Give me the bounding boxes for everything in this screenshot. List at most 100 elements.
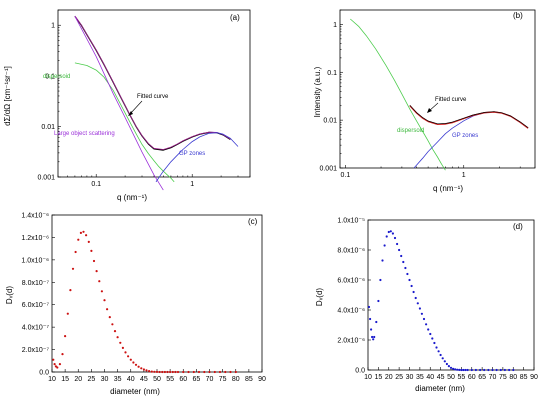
panel-d-data-point bbox=[474, 368, 477, 372]
panel-d-xlabel: diameter (nm) bbox=[415, 384, 465, 393]
panel-b-frame bbox=[339, 9, 536, 169]
panel-d-xtick-label: 35 bbox=[416, 374, 424, 381]
panel-d-data-point bbox=[425, 323, 428, 326]
panel-d-axes: 10 15 20 25 30 35 40 45 50 55 60 65 70 75 80 85 90 0.0 2.0… bbox=[337, 218, 538, 382]
panel-d-ytick-label: 2.0x10⁻⁶ bbox=[337, 338, 365, 345]
panel-a-ytick-label: 0.1 bbox=[45, 73, 55, 80]
panel-d-data-point bbox=[508, 368, 511, 372]
panel-c-data-point bbox=[140, 367, 143, 370]
panel-a-ytick-label: 0.01 bbox=[41, 124, 55, 131]
panel-d-ytick-label: 4.0x10⁻⁶ bbox=[337, 308, 365, 315]
panel-d-xtick-label: 65 bbox=[478, 374, 486, 381]
panel-c-xtick-label: 75 bbox=[219, 376, 227, 383]
panel-c-xtick-label: 10 bbox=[48, 376, 56, 383]
panel-c-data-point bbox=[142, 368, 145, 371]
panel-d-data-point bbox=[410, 284, 413, 288]
panel-d-data-point bbox=[429, 332, 432, 336]
panel-c-data-point bbox=[174, 370, 177, 374]
panel-c-data-point bbox=[155, 370, 159, 373]
panel-d-data-point bbox=[456, 368, 459, 371]
panel-d-data-point bbox=[479, 368, 482, 372]
panel-a-ytick-label: 1 bbox=[51, 23, 55, 30]
panel-b-annotation-gp: GP zones bbox=[452, 133, 478, 139]
panel-d-tag: (d) bbox=[513, 222, 523, 231]
panel-c-data-point bbox=[64, 335, 67, 338]
panel-a-axes: 0.1 1 0.001 0.01 0.1 1 bbox=[37, 9, 251, 188]
panel-d-data-point bbox=[387, 230, 390, 234]
panel-b-series-measured bbox=[409, 105, 529, 129]
panel-d-ytick-label: 1.0x10⁻⁵ bbox=[337, 218, 365, 225]
panel-d-xtick-label: 50 bbox=[447, 374, 455, 381]
panel-c-ytick-label: 1.2x10⁻⁶ bbox=[21, 235, 49, 242]
panel-c-data-point bbox=[161, 370, 164, 374]
panel-c-xtick-label: 85 bbox=[245, 376, 253, 383]
panel-b-marks bbox=[350, 18, 529, 171]
panel-d-data-point bbox=[422, 317, 426, 321]
panel-a-ylabel: dΣ/dΩ [cm⁻¹sr⁻¹] bbox=[3, 66, 12, 126]
panel-d-data-point bbox=[371, 335, 374, 339]
panel-c-data-point bbox=[182, 370, 185, 374]
panel-c-xlabel: diameter (nm) bbox=[110, 387, 160, 396]
panel-d-data-point bbox=[487, 368, 490, 372]
panel-d-data-point bbox=[466, 368, 469, 372]
panel-c-xtick-label: 30 bbox=[101, 376, 109, 383]
panel-c-ytick-label: 1.0x10⁻⁶ bbox=[21, 257, 49, 264]
panel-d-ytick-label: 6.0x10⁻⁶ bbox=[337, 278, 365, 285]
panel-c-data-point bbox=[187, 370, 190, 374]
panel-d-data-point bbox=[375, 320, 378, 324]
panel-a-series-gp bbox=[155, 132, 239, 183]
panel-d-data-point bbox=[483, 368, 486, 372]
panel-d-data-point bbox=[408, 278, 411, 282]
panel-d-data-point bbox=[433, 341, 436, 345]
panel-d-xtick-label: 80 bbox=[509, 374, 517, 381]
panel-d-data-point bbox=[458, 368, 461, 371]
panel-d-data-point bbox=[435, 346, 438, 349]
panel-a-series-fitted bbox=[74, 15, 231, 150]
panel-d-data-point bbox=[499, 368, 502, 372]
panel-d-xtick-label: 15 bbox=[374, 374, 382, 381]
panel-c-data-point bbox=[169, 370, 172, 374]
panel-c-data-point bbox=[158, 370, 161, 374]
panel-d-data-point bbox=[491, 368, 494, 372]
panel-c-data-point bbox=[92, 259, 96, 263]
panel-c-xtick-label: 20 bbox=[74, 376, 82, 383]
panel-c: 10 15 20 25 30 35 40 45 50 55 60 65 70 75 80 85 90 0.0 2.0… bbox=[5, 213, 266, 397]
panel-c-data-point bbox=[56, 366, 59, 369]
panel-d-xtick-label: 75 bbox=[499, 374, 507, 381]
panel-c-data-point bbox=[171, 370, 174, 374]
panel-d-data-point bbox=[377, 299, 380, 303]
panel-d-data-point bbox=[402, 260, 405, 264]
panel-c-ytick-label: 8.0x10⁻⁷ bbox=[22, 280, 50, 287]
panel-a-xtick-label: 1 bbox=[190, 181, 194, 188]
panel-a: 0.1 1 0.001 0.01 0.1 1 (a) q (nm⁻¹) dΣ/dΩ [cm… bbox=[3, 9, 251, 202]
panel-c-data-point bbox=[176, 370, 180, 374]
panel-c-data-point bbox=[121, 346, 124, 349]
panel-c-data-point bbox=[150, 370, 153, 373]
panel-d-data-point bbox=[383, 244, 386, 247]
panel-d-marks bbox=[367, 230, 515, 372]
panel-c-xtick-label: 80 bbox=[232, 376, 240, 383]
panel-d-data-point bbox=[393, 236, 397, 240]
panel-b-ylabel: Intensity (a.u.) bbox=[313, 66, 322, 117]
panel-c-data-point bbox=[61, 353, 64, 356]
panel-c-data-point bbox=[213, 370, 216, 374]
panel-b-series-fitted bbox=[409, 104, 529, 128]
panel-c-data-point bbox=[111, 323, 114, 326]
panel-a-annotation-dispersoid: dispersoid bbox=[43, 74, 70, 80]
panel-d-data-point bbox=[373, 335, 376, 339]
panel-c-data-point bbox=[98, 280, 101, 283]
panel-c-data-point bbox=[145, 369, 148, 372]
panel-c-data-point bbox=[106, 308, 109, 311]
panel-d-xtick-label: 85 bbox=[520, 374, 528, 381]
panel-d-data-point bbox=[396, 242, 399, 246]
panel-d-data-point bbox=[470, 368, 473, 372]
panel-b-ytick-label: 1 bbox=[333, 22, 337, 29]
panel-c-data-point bbox=[197, 370, 201, 374]
panel-d-data-point bbox=[503, 368, 506, 372]
panel-d-data-point bbox=[400, 254, 403, 258]
panel-c-data-point bbox=[87, 240, 90, 243]
panel-c-data-point bbox=[137, 365, 140, 368]
panel-c-xtick-label: 70 bbox=[206, 376, 214, 383]
panel-c-xtick-label: 35 bbox=[114, 376, 122, 383]
panel-c-ytick-label: 4.0x10⁻⁷ bbox=[22, 325, 50, 332]
